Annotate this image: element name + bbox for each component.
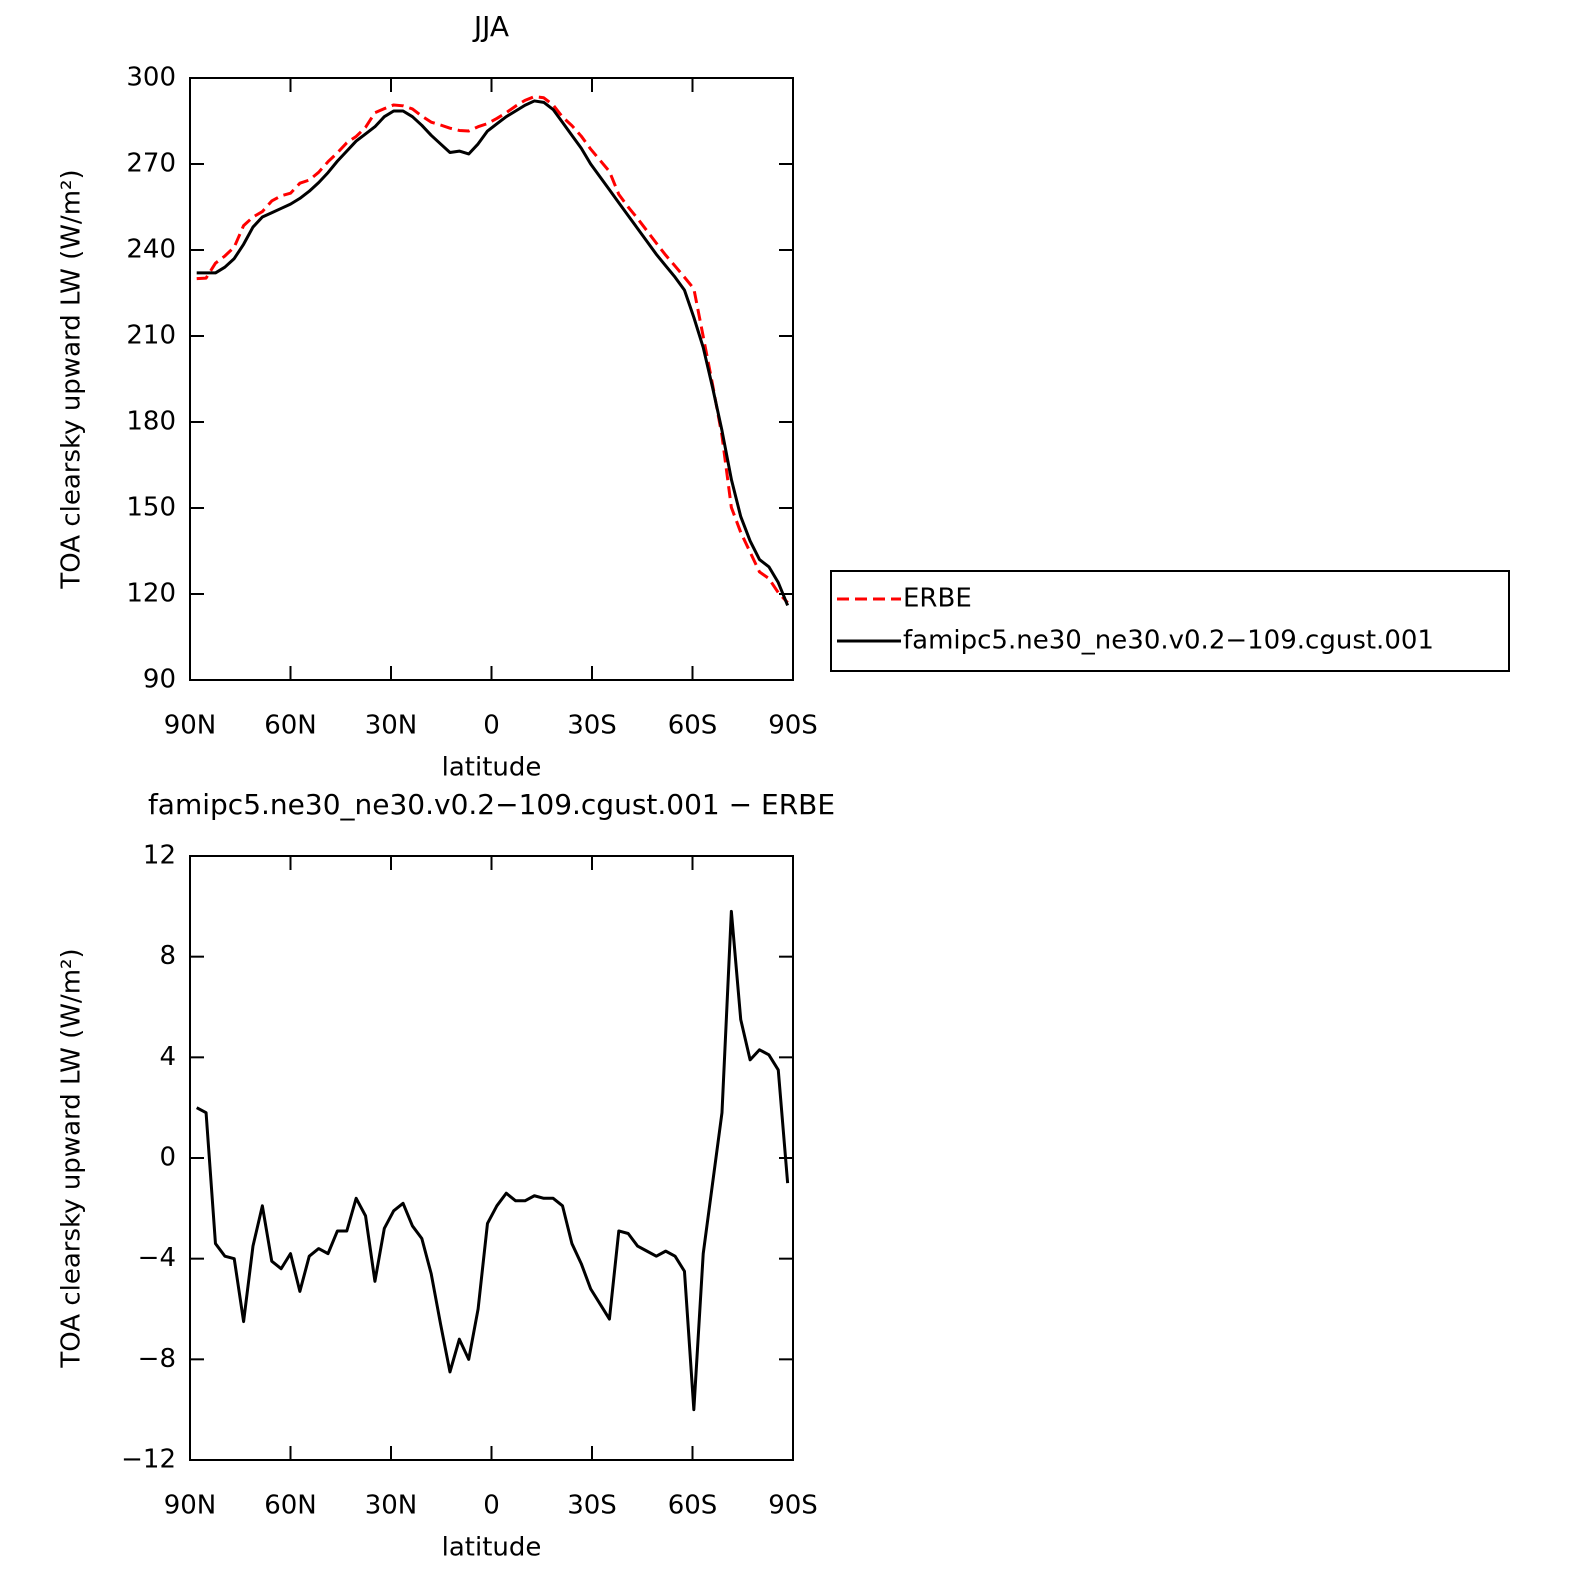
y-tick-label: −4 (138, 1243, 176, 1273)
y-tick-label: 12 (143, 841, 176, 871)
y-tick-label: 270 (126, 149, 176, 179)
x-tick-label: 0 (483, 711, 500, 741)
x-tick-label: 90N (164, 1491, 217, 1521)
y-tick-label: 120 (126, 579, 176, 609)
x-tick-label: 90S (768, 1491, 818, 1521)
y-tick-label: 180 (126, 407, 176, 437)
data-line (196, 95, 789, 604)
y-axis-label: TOA clearsky upward LW (W/m²) (57, 169, 87, 589)
x-axis-label: latitude (442, 753, 542, 783)
y-tick-label: 150 (126, 493, 176, 523)
chart-title: famipc5.ne30_ne30.v0.2−109.cgust.001 − E… (148, 788, 835, 821)
y-tick-label: 8 (159, 941, 176, 971)
x-axis-label: latitude (442, 1533, 542, 1563)
y-axis-label: TOA clearsky upward LW (W/m²) (57, 948, 87, 1368)
x-tick-label: 60S (668, 1491, 718, 1521)
y-tick-label: 210 (126, 321, 176, 351)
plot-frame (189, 855, 794, 1461)
y-tick-label: −8 (138, 1344, 176, 1374)
legend-label: ERBE (903, 584, 972, 614)
x-tick-label: 30N (365, 711, 418, 741)
x-tick-label: 60S (668, 711, 718, 741)
data-line (195, 909, 790, 1412)
x-tick-label: 0 (483, 1491, 500, 1521)
y-tick-label: 4 (159, 1042, 176, 1072)
x-tick-label: 90N (164, 711, 217, 741)
plot-frame (189, 77, 794, 681)
x-tick-label: 30S (567, 711, 617, 741)
y-tick-label: 90 (143, 665, 176, 695)
x-tick-label: 60N (264, 711, 317, 741)
y-tick-label: −12 (121, 1445, 176, 1475)
x-tick-label: 90S (768, 711, 818, 741)
x-tick-label: 30N (365, 1491, 418, 1521)
y-tick-label: 300 (126, 63, 176, 93)
x-tick-label: 60N (264, 1491, 317, 1521)
y-tick-label: 0 (159, 1143, 176, 1173)
legend-box (830, 570, 1510, 672)
legend-label: famipc5.ne30_ne30.v0.2−109.cgust.001 (903, 626, 1434, 656)
x-tick-label: 30S (567, 1491, 617, 1521)
data-line (196, 99, 790, 607)
chart-title: JJA (472, 10, 509, 43)
y-tick-label: 240 (126, 235, 176, 265)
